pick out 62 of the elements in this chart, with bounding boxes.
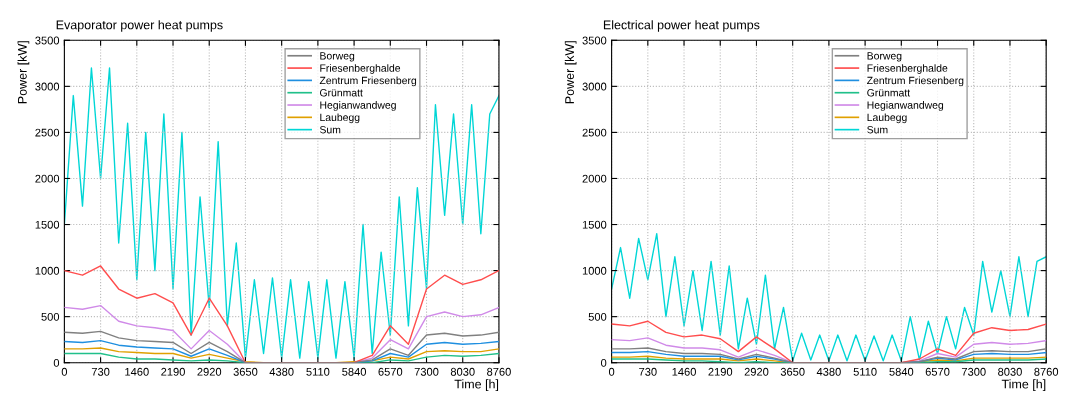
y-tick-label: 3500 <box>582 36 607 45</box>
x-tick-label: 8760 <box>1034 367 1059 376</box>
x-tick-label: 2920 <box>744 367 769 376</box>
legend-label: Hegianwandweg <box>320 101 396 111</box>
x-tick-label: 7300 <box>961 367 986 376</box>
y-tick-label: 2000 <box>582 174 607 183</box>
x-tick-label: 2190 <box>708 367 733 376</box>
legend-label: Sum <box>319 126 341 134</box>
legend-label: Grünmatt <box>320 89 363 97</box>
x-tick-label: 1460 <box>672 367 696 376</box>
y-tick-label: 3000 <box>582 82 607 91</box>
legend-label: Grünmatt <box>867 89 911 97</box>
x-tick-label: 7300 <box>414 367 439 376</box>
y-tick-label: 0 <box>53 358 60 367</box>
y-tick-label: 1000 <box>35 266 60 275</box>
y-tick-label: 3500 <box>35 36 60 45</box>
y-axis-title: Power [kW] <box>17 41 30 104</box>
x-tick-label: 0 <box>608 367 615 376</box>
x-tick-label: 1460 <box>125 367 149 376</box>
legend-label: Laubegg <box>867 113 907 124</box>
legend-label: Sum <box>867 126 888 134</box>
x-tick-label: 3650 <box>233 367 258 376</box>
x-tick-label: 5840 <box>342 367 367 376</box>
x-axis-title: Time [h] <box>1001 379 1046 391</box>
legend-label: Borweg <box>867 52 902 62</box>
x-tick-label: 4380 <box>269 367 294 376</box>
x-tick-label: 5110 <box>306 367 330 376</box>
legend-label: Zentrum Friesenberg <box>319 76 417 87</box>
y-tick-label: 1500 <box>582 220 607 229</box>
x-tick-label: 2920 <box>197 367 222 376</box>
x-tick-label: 730 <box>639 367 657 376</box>
chart-title: Evaporator power heat pumps <box>56 20 223 32</box>
y-tick-label: 2500 <box>35 128 60 137</box>
x-tick-label: 8030 <box>450 367 475 376</box>
x-tick-label: 4380 <box>816 367 841 376</box>
y-tick-label: 2500 <box>582 128 607 137</box>
y-tick-label: 500 <box>41 312 60 321</box>
y-tick-label: 2000 <box>35 174 60 183</box>
legend-label: Hegianwandweg <box>867 101 944 111</box>
y-tick-label: 1500 <box>35 220 60 229</box>
legend-label: Friesenberghalde <box>320 64 401 74</box>
x-tick-label: 5110 <box>853 367 877 376</box>
y-tick-label: 3000 <box>35 82 60 91</box>
y-tick-label: 1000 <box>582 266 607 275</box>
x-axis-title: Time [h] <box>454 379 499 391</box>
x-tick-label: 2190 <box>161 367 185 376</box>
x-tick-label: 6570 <box>378 367 403 376</box>
x-tick-label: 730 <box>91 367 110 376</box>
x-tick-label: 6570 <box>925 367 950 376</box>
y-tick-label: 0 <box>601 358 607 367</box>
legend-label: Laubegg <box>320 113 360 124</box>
chart-title: Electrical power heat pumps <box>603 20 760 32</box>
x-tick-label: 8760 <box>487 367 511 376</box>
legend-label: Friesenberghalde <box>867 64 948 74</box>
x-tick-label: 0 <box>61 367 68 376</box>
x-tick-label: 3650 <box>780 367 805 376</box>
y-tick-label: 500 <box>588 312 607 321</box>
x-tick-label: 8030 <box>998 367 1022 376</box>
legend-label: Borweg <box>320 52 355 62</box>
legend-label: Zentrum Friesenberg <box>867 76 964 87</box>
y-axis-title: Power [kW] <box>564 41 577 104</box>
x-tick-label: 5840 <box>889 367 914 376</box>
